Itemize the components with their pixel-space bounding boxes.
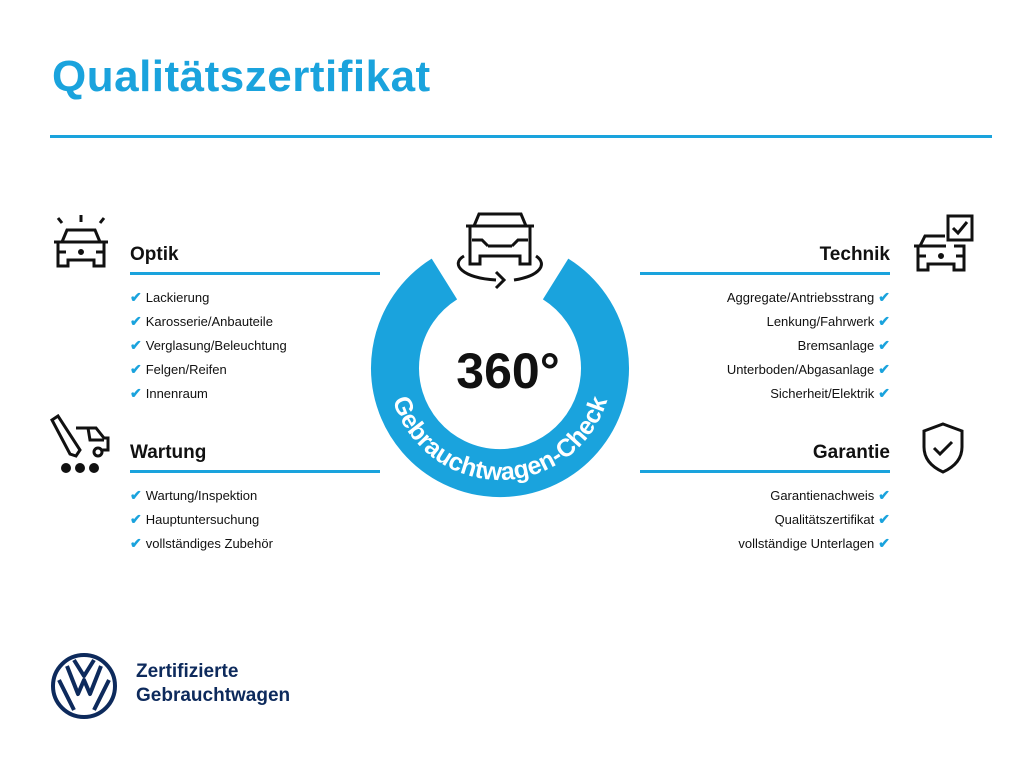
check-icon: ✔ xyxy=(130,385,142,401)
title-divider xyxy=(50,135,992,138)
list-item: Aggregate/Antriebsstrang ✔ xyxy=(726,289,890,305)
section-technik: Technik Aggregate/Antriebsstrang ✔ Lenkun… xyxy=(640,242,890,405)
list-item: Qualitätszertifikat ✔ xyxy=(774,511,890,527)
360-label: 360° xyxy=(456,343,559,399)
list-item: Lenkung/Fahrwerk ✔ xyxy=(766,313,890,329)
check-icon: ✔ xyxy=(130,289,142,305)
list-item: Unterboden/Abgasanlage ✔ xyxy=(726,361,890,377)
car-checkbox-icon xyxy=(914,214,974,272)
list-item: Sicherheit/Elektrik ✔ xyxy=(770,385,890,401)
section-divider xyxy=(640,272,890,275)
list-item: ✔ Innenraum xyxy=(130,385,208,401)
check-icon: ✔ xyxy=(878,535,890,551)
section-garantie: Garantie Garantienachweis ✔ Qualitätszert… xyxy=(640,440,890,555)
section-heading: Optik xyxy=(130,244,179,265)
check-icon: ✔ xyxy=(878,385,890,401)
list-item: Garantienachweis ✔ xyxy=(770,487,890,503)
list-item: Bremsanlage ✔ xyxy=(797,337,890,353)
list-item: ✔ vollständiges Zubehör xyxy=(130,535,273,551)
section-heading: Garantie xyxy=(812,442,890,463)
section-heading: Wartung xyxy=(130,442,207,463)
section-optik: Optik ✔ Lackierung ✔ Karosserie/Anbauteile… xyxy=(130,242,380,405)
check-icon: ✔ xyxy=(130,511,142,527)
check-icon: ✔ xyxy=(878,289,890,305)
section-divider xyxy=(130,470,380,473)
check-icon: ✔ xyxy=(130,535,142,551)
service-wrench-car-icon xyxy=(50,414,110,473)
check-icon: ✔ xyxy=(878,361,890,377)
list-item: ✔ Wartung/Inspektion xyxy=(130,487,258,503)
car-rotate-icon xyxy=(456,212,543,290)
badge-ring xyxy=(371,258,629,498)
list-item: ✔ Lackierung xyxy=(130,289,210,305)
section-heading: Technik xyxy=(819,244,890,265)
check-icon: ✔ xyxy=(878,511,890,527)
car-headlights-icon xyxy=(54,215,108,268)
list-item: ✔ Verglasung/Beleuchtung xyxy=(130,337,287,353)
section-divider xyxy=(130,272,380,275)
check-icon: ✔ xyxy=(130,487,142,503)
check-icon: ✔ xyxy=(130,313,142,329)
section-wartung: Wartung ✔ Wartung/Inspektion ✔ Hauptunters… xyxy=(130,440,380,555)
list-item: ✔ Felgen/Reifen xyxy=(130,361,227,377)
check-icon: ✔ xyxy=(878,487,890,503)
list-item: ✔ Karosserie/Anbauteile xyxy=(130,313,273,329)
check-icon: ✔ xyxy=(878,337,890,353)
check-icon: ✔ xyxy=(130,361,142,377)
page-title: Qualitätszertifikat xyxy=(52,52,431,101)
list-item: ✔ Hauptuntersuchung xyxy=(130,511,260,527)
vw-logo xyxy=(51,653,117,719)
brand-label: Zertifizierte Gebrauchtwagen xyxy=(136,661,291,706)
list-item: vollständige Unterlagen ✔ xyxy=(738,535,890,551)
section-divider xyxy=(640,470,890,473)
check-icon: ✔ xyxy=(130,337,142,353)
check-icon: ✔ xyxy=(878,313,890,329)
shield-check-icon xyxy=(922,422,964,474)
